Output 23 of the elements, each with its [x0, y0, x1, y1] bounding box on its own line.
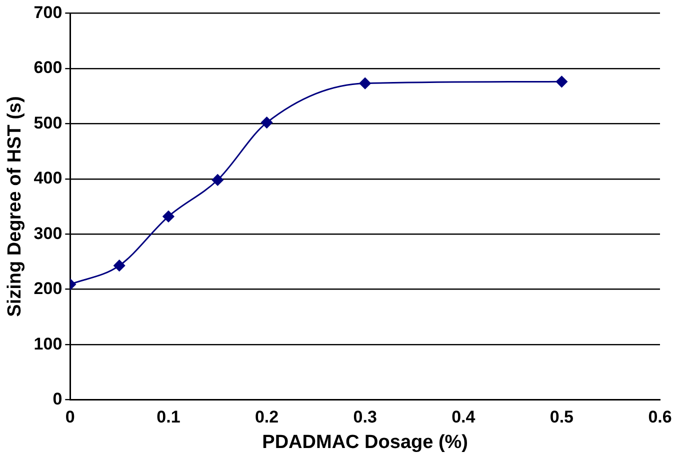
point: [556, 76, 568, 88]
point: [359, 78, 371, 90]
point: [212, 174, 224, 186]
y-tick-label: 200: [34, 279, 62, 298]
y-tick-label: 400: [34, 168, 62, 188]
y-tick-label: 700: [34, 2, 62, 22]
x-tick-label: 0.5: [550, 408, 574, 427]
x-tick-label: 0.2: [254, 408, 279, 427]
x-tick-label: 0.1: [156, 408, 180, 427]
x-tick-label: 0.6: [648, 408, 672, 427]
x-axis-title: PDADMAC Dosage (%): [262, 432, 468, 453]
x-tick-label: 0.3: [353, 408, 377, 427]
y-tick-label: 100: [34, 334, 62, 354]
y-tick-label: 300: [34, 224, 62, 243]
y-tick-label: 0: [52, 389, 62, 408]
x-tick-label: 0.4: [452, 408, 476, 427]
y-tick-label: 500: [34, 113, 62, 132]
y-axis-title: Sizing Degree of HST (s): [4, 96, 26, 317]
point: [162, 210, 174, 222]
point: [114, 260, 126, 272]
y-tick-label: 600: [34, 58, 62, 78]
x-tick-label: 0: [65, 408, 75, 427]
point: [261, 116, 273, 128]
